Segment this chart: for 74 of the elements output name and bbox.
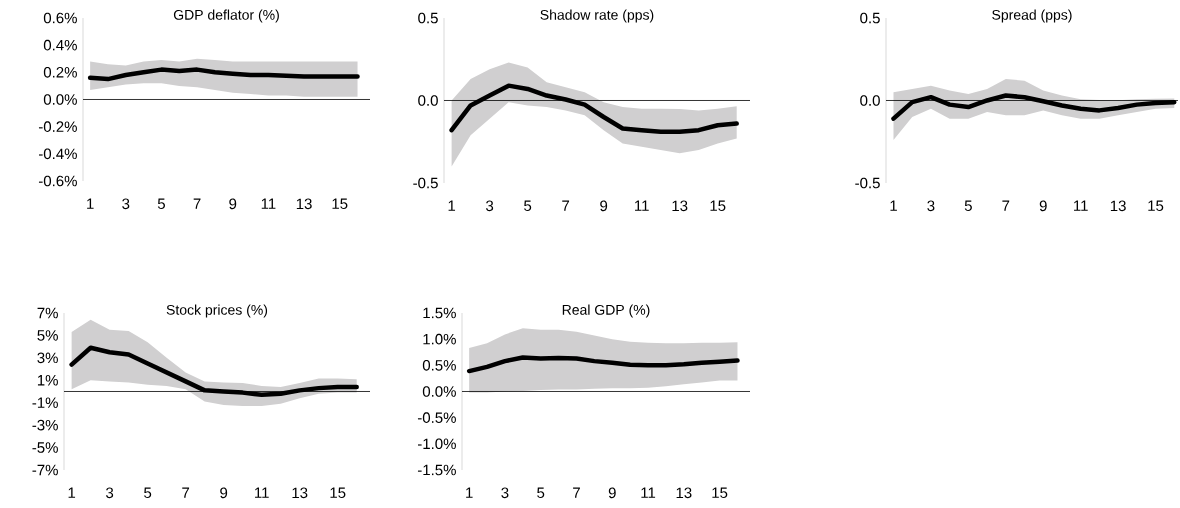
y-tick-label: 1.5%: [423, 307, 456, 319]
y-tick-label: -0.5%: [417, 412, 456, 423]
chart-title: Shadow rate (pps): [540, 9, 654, 23]
x-tick-label: 1: [466, 487, 473, 498]
y-tick-label: -0.5: [855, 177, 880, 189]
x-tick-label: 13: [676, 487, 692, 499]
chart-title: Spread (pps): [992, 9, 1072, 23]
y-tick-label: -0.4%: [38, 148, 77, 160]
x-tick-label: 15: [710, 200, 726, 211]
x-tick-label: 7: [573, 487, 580, 498]
y-tick-label: 0.0: [860, 95, 880, 106]
x-tick-label: 1: [890, 200, 897, 211]
y-tick-label: 1.0%: [423, 333, 456, 345]
chart-title: GDP deflator (%): [173, 9, 279, 23]
y-tick-label: 0.5%: [422, 360, 456, 371]
x-tick-label: 7: [1002, 200, 1010, 211]
chart-title: Real GDP (%): [562, 304, 650, 318]
y-tick-label: 0.0%: [422, 386, 456, 397]
y-tick-label: -1.5%: [417, 464, 456, 476]
x-tick-label: 7: [562, 200, 570, 211]
x-tick-label: 9: [600, 200, 608, 212]
y-tick-label: -1.0%: [417, 438, 456, 450]
x-tick-label: 13: [1110, 200, 1126, 212]
x-tick-label: 5: [524, 200, 532, 211]
x-tick-label: 11: [261, 198, 276, 209]
x-tick-label: 1: [87, 198, 94, 209]
y-tick-label: 1%: [37, 375, 58, 386]
line-series: [466, 355, 740, 374]
y-tick-label: -3%: [32, 419, 58, 431]
x-tick-label: 11: [635, 200, 649, 211]
x-tick-label: 13: [292, 487, 308, 499]
y-tick-label: 0.0%: [43, 94, 77, 105]
x-tick-label: 13: [672, 200, 688, 212]
x-tick-label: 9: [608, 487, 616, 499]
x-tick-label: 13: [296, 198, 312, 210]
x-tick-label: 5: [157, 198, 165, 209]
y-tick-label: 0.5: [860, 12, 880, 24]
x-tick-label: 15: [330, 487, 346, 498]
x-tick-label: 3: [501, 487, 509, 499]
y-tick-label: -1%: [32, 397, 58, 408]
x-tick-label: 9: [229, 198, 237, 210]
x-tick-label: 5: [964, 200, 972, 211]
y-tick-label: 0.4%: [43, 39, 77, 51]
y-tick-label: 0.5: [418, 12, 438, 24]
x-tick-label: 3: [486, 200, 494, 212]
y-tick-label: 5%: [37, 330, 58, 341]
x-tick-label: 3: [122, 198, 130, 210]
chart-title: Stock prices (%): [166, 304, 268, 318]
x-tick-label: 1: [448, 200, 456, 211]
y-tick-label: 0.0: [418, 95, 438, 106]
x-tick-label: 11: [641, 487, 656, 498]
x-tick-label: 5: [144, 487, 152, 498]
x-tick-label: 7: [193, 198, 201, 209]
y-tick-label: -7%: [32, 464, 58, 476]
x-tick-label: 9: [1039, 200, 1047, 212]
x-tick-label: 1: [68, 487, 76, 498]
y-tick-label: 0.2%: [43, 67, 77, 78]
y-tick-label: -5%: [32, 442, 58, 453]
y-tick-label: 0.6%: [43, 12, 77, 24]
x-tick-label: 15: [332, 198, 348, 209]
y-tick-label: -0.6%: [38, 175, 77, 187]
y-tick-label: 3%: [37, 352, 58, 364]
y-tick-label: -0.5: [413, 177, 438, 189]
x-tick-label: 11: [255, 487, 269, 498]
x-tick-label: 3: [106, 487, 114, 499]
y-tick-label: 7%: [37, 307, 58, 319]
x-tick-label: 5: [537, 487, 545, 498]
y-tick-label: -0.2%: [38, 121, 77, 132]
x-tick-label: 3: [927, 200, 935, 212]
x-tick-label: 15: [712, 487, 728, 498]
x-tick-label: 7: [182, 487, 190, 498]
x-tick-label: 15: [1148, 200, 1164, 211]
x-tick-label: 11: [1074, 200, 1088, 211]
x-tick-label: 9: [220, 487, 228, 499]
